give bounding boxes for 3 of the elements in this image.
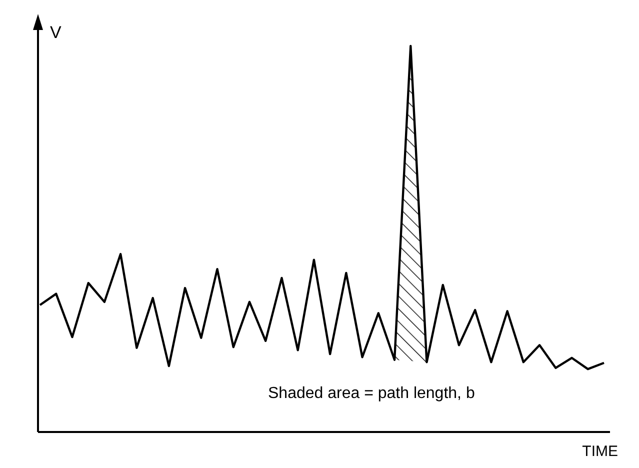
annotation: Shaded area = path length, b xyxy=(268,385,475,402)
y-axis-title: V xyxy=(50,23,62,42)
x-axis-title: TIME xyxy=(582,443,618,460)
